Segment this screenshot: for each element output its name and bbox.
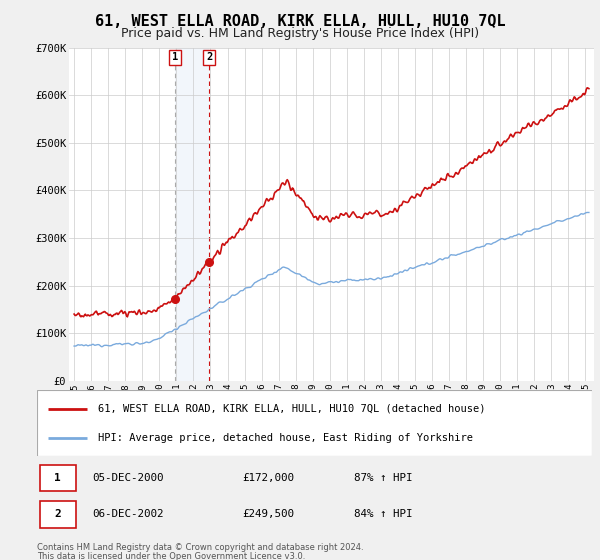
Text: £172,000: £172,000 xyxy=(242,473,295,483)
Text: 05-DEC-2000: 05-DEC-2000 xyxy=(93,473,164,483)
Text: Contains HM Land Registry data © Crown copyright and database right 2024.: Contains HM Land Registry data © Crown c… xyxy=(37,543,364,552)
Text: 87% ↑ HPI: 87% ↑ HPI xyxy=(353,473,412,483)
FancyBboxPatch shape xyxy=(37,390,592,456)
Text: This data is licensed under the Open Government Licence v3.0.: This data is licensed under the Open Gov… xyxy=(37,552,305,560)
Text: Price paid vs. HM Land Registry's House Price Index (HPI): Price paid vs. HM Land Registry's House … xyxy=(121,27,479,40)
Text: 61, WEST ELLA ROAD, KIRK ELLA, HULL, HU10 7QL: 61, WEST ELLA ROAD, KIRK ELLA, HULL, HU1… xyxy=(95,14,505,29)
Bar xyxy=(175,48,209,381)
Text: HPI: Average price, detached house, East Riding of Yorkshire: HPI: Average price, detached house, East… xyxy=(98,433,473,443)
Text: 61, WEST ELLA ROAD, KIRK ELLA, HULL, HU10 7QL (detached house): 61, WEST ELLA ROAD, KIRK ELLA, HULL, HU1… xyxy=(98,404,486,414)
Text: 84% ↑ HPI: 84% ↑ HPI xyxy=(353,510,412,520)
FancyBboxPatch shape xyxy=(40,465,76,491)
FancyBboxPatch shape xyxy=(40,501,76,528)
Text: 2: 2 xyxy=(55,510,61,520)
Text: 1: 1 xyxy=(172,52,178,62)
Text: 2: 2 xyxy=(206,52,212,62)
Text: 06-DEC-2002: 06-DEC-2002 xyxy=(93,510,164,520)
Text: 1: 1 xyxy=(55,473,61,483)
Text: £249,500: £249,500 xyxy=(242,510,295,520)
